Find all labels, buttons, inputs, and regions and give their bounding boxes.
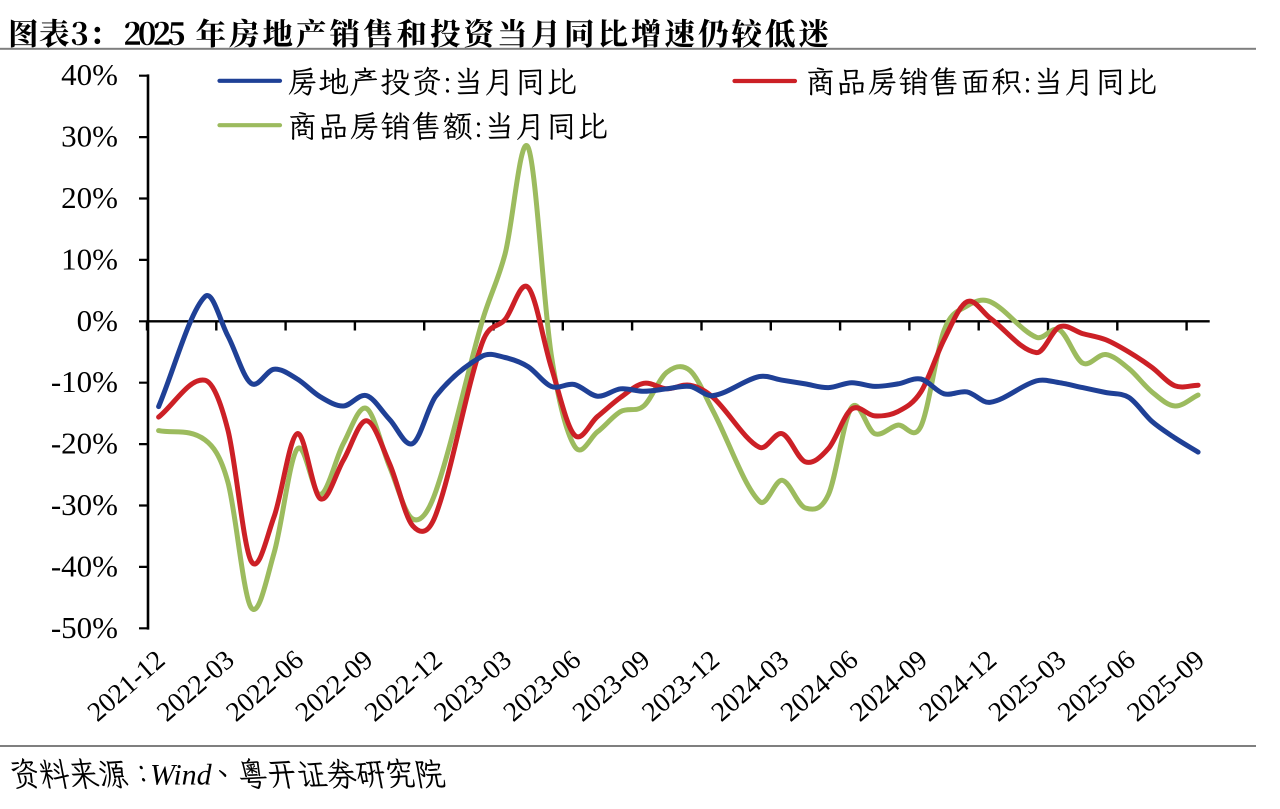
svg-text:-10%: -10% (51, 364, 118, 399)
svg-text:20%: 20% (61, 180, 118, 215)
svg-text:Wind: Wind (150, 759, 213, 792)
svg-text:-50%: -50% (51, 610, 118, 645)
svg-text:40%: 40% (61, 57, 118, 92)
svg-text:-40%: -40% (51, 548, 118, 583)
svg-text:-30%: -30% (51, 487, 118, 522)
svg-text:10%: 10% (61, 241, 118, 276)
svg-text:-20%: -20% (51, 426, 118, 461)
svg-text:30%: 30% (61, 119, 118, 154)
svg-text:0%: 0% (77, 303, 118, 338)
